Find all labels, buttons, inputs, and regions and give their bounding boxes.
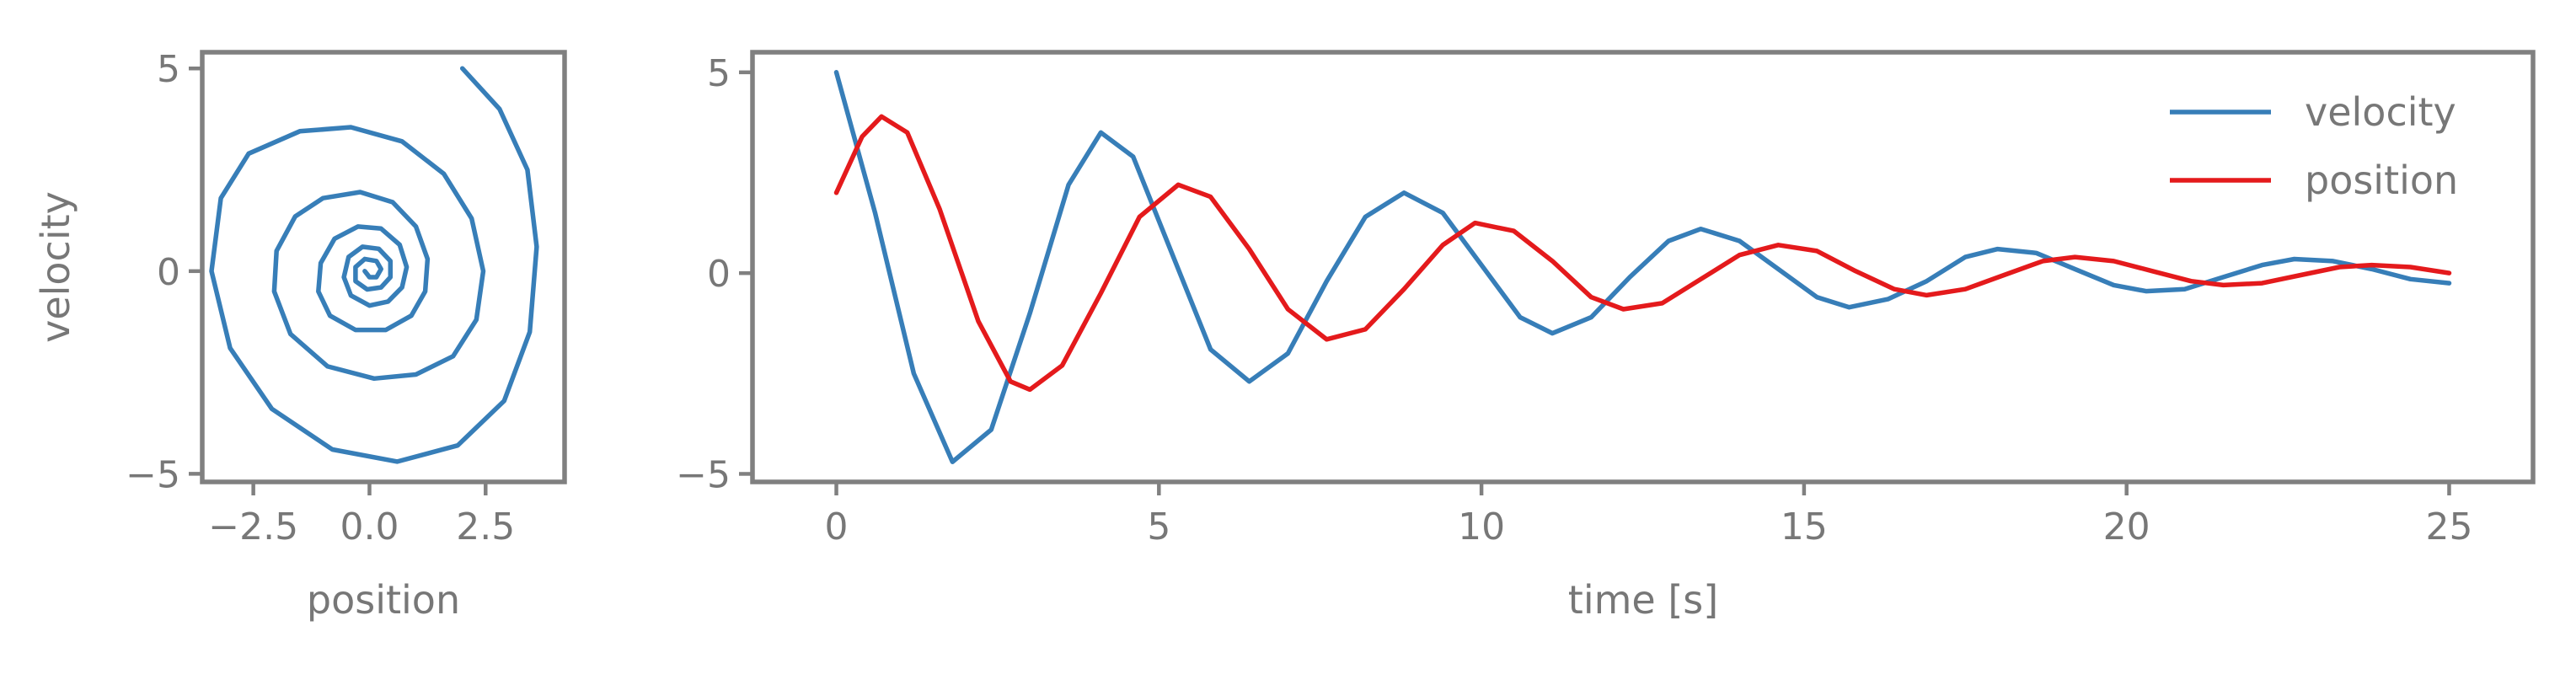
y-tick-label: −5 (126, 453, 180, 496)
x-tick-label: 0.0 (340, 506, 399, 548)
x-tick-label: 15 (1781, 506, 1828, 548)
y-tick-label: 5 (157, 48, 180, 91)
legend-label-velocity: velocity (2305, 89, 2456, 135)
time-series-panel: 0 5 10 15 20 25 −5 0 5 time [s] velocity positi… (676, 50, 2536, 623)
x-tick-label: 5 (1147, 506, 1170, 548)
legend: velocity position (2170, 89, 2458, 203)
phase-portrait-panel: −2.5 0.0 2.5 −5 0 5 position velocity (33, 48, 567, 623)
x-tick-label: 25 (2425, 506, 2472, 548)
time-y-axis: −5 0 5 (676, 52, 752, 496)
time-plot-frame (750, 50, 2536, 484)
x-tick-label: 0 (825, 506, 849, 548)
y-tick-label: −5 (676, 453, 731, 496)
phase-x-axis: −2.5 0.0 2.5 (208, 482, 515, 548)
phase-plot-frame (200, 50, 567, 484)
time-series-layer (833, 70, 2452, 464)
x-tick-label: 2.5 (456, 506, 515, 548)
phase-y-axis-label: velocity (33, 191, 78, 343)
velocity-line (833, 70, 2452, 464)
phase-series-layer (209, 66, 539, 464)
x-tick-label: 20 (2103, 506, 2150, 548)
x-tick-label: 10 (1458, 506, 1505, 548)
legend-label-position: position (2305, 158, 2458, 203)
position-line (833, 114, 2452, 393)
time-x-axis: 0 5 10 15 20 25 (825, 482, 2472, 548)
y-tick-label: 0 (157, 251, 180, 294)
x-tick-label: −2.5 (208, 506, 298, 548)
phase-x-axis-label: position (307, 577, 460, 623)
phase-y-axis: −5 0 5 (126, 48, 202, 496)
time-x-axis-label: time [s] (1568, 577, 1718, 623)
y-tick-label: 0 (707, 253, 731, 296)
y-tick-label: 5 (707, 52, 731, 95)
phase-trajectory-line (209, 66, 539, 464)
